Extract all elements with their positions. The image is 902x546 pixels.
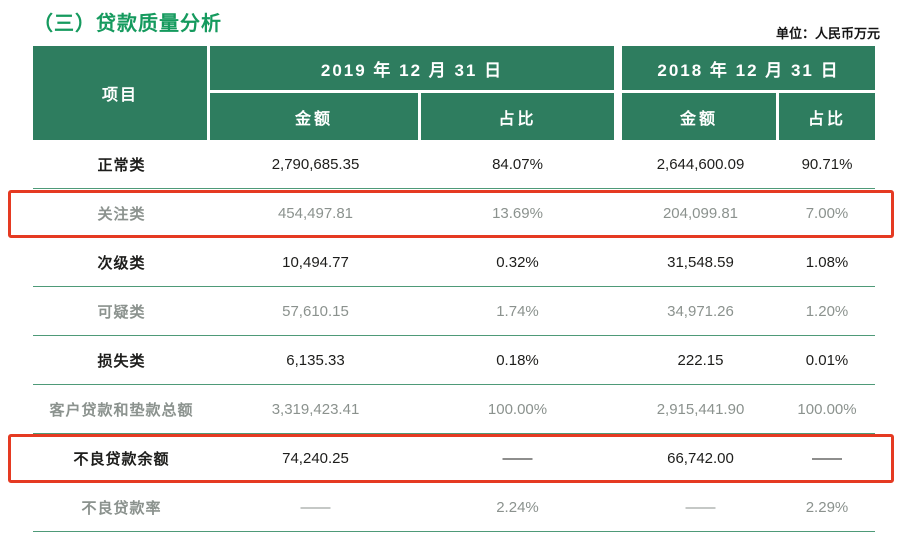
header-item-column: 项目	[33, 46, 210, 140]
ratio-2018-cell: 1.20%	[805, 302, 849, 320]
amount-2018-cell: 34,971.26	[667, 302, 734, 320]
column-gap	[614, 336, 622, 384]
ratio-2019-cell: 1.74%	[496, 302, 539, 320]
ratio-2018-cell: 0.01%	[805, 351, 849, 369]
amount-2019-cell: 2,790,685.35	[271, 155, 360, 173]
item-cell: 可疑类	[97, 303, 146, 321]
ratio-2018-cell: 1.08%	[805, 253, 849, 271]
header-ratio-2018: 占比	[779, 93, 875, 140]
ratio-2018-cell: 7.00%	[805, 204, 849, 222]
amount-2019-cell: 6,135.33	[286, 351, 345, 369]
ratio-2019-cell: 0.32%	[496, 253, 539, 271]
amount-2018-cell: 2,915,441.90	[656, 400, 745, 418]
ratio-2018-cell: 90.71%	[801, 155, 853, 173]
table-row: 损失类 6,135.33 0.18% 222.15 0.01%	[33, 336, 875, 385]
table-row: 关注类 454,497.81 13.69% 204,099.81 7.00%	[33, 189, 875, 238]
table-header: 项目 2019 年 12 月 31 日 金额 占比 2018 年 12 月 31…	[33, 46, 875, 140]
amount-2019-cell: 10,494.77	[282, 253, 349, 271]
column-gap	[614, 385, 622, 433]
amount-2019-cell: 3,319,423.41	[271, 400, 360, 418]
ratio-2018-cell: 100.00%	[797, 400, 857, 418]
header-group-2018: 2018 年 12 月 31 日 金额 占比	[622, 46, 875, 140]
column-gap	[614, 434, 622, 482]
amount-2018-cell: 31,548.59	[667, 253, 734, 271]
ratio-2019-cell: 13.69%	[492, 204, 543, 222]
unit-label: 单位：人民币万元	[775, 26, 880, 41]
amount-2018-cell: 66,742.00	[667, 449, 734, 467]
item-cell: 不良贷款余额	[73, 450, 170, 468]
column-gap	[614, 238, 622, 286]
header-group-2019: 2019 年 12 月 31 日 金额 占比	[210, 46, 614, 140]
amount-2018-cell: ——	[685, 498, 716, 516]
item-cell: 次级类	[97, 254, 146, 272]
table-row: 客户贷款和垫款总额 3,319,423.41 100.00% 2,915,441.90…	[33, 385, 875, 434]
header-date-2018: 2018 年 12 月 31 日	[622, 46, 875, 93]
header-amount-2018: 金额	[622, 93, 779, 140]
amount-2018-cell: 222.15	[677, 351, 724, 369]
ratio-2019-cell: 2.24%	[496, 498, 539, 516]
column-gap	[614, 483, 622, 531]
column-gap	[614, 140, 622, 188]
ratio-2019-cell: 100.00%	[487, 400, 548, 418]
section-title: （三）贷款质量分析	[33, 13, 222, 35]
amount-2019-cell: 57,610.15	[282, 302, 349, 320]
amount-2018-cell: 2,644,600.09	[656, 155, 745, 173]
ratio-2018-cell: ——	[812, 449, 842, 467]
table-row: 正常类 2,790,685.35 84.07% 2,644,600.09 90.71%	[33, 140, 875, 189]
item-cell: 不良贷款率	[81, 499, 162, 517]
ratio-2019-cell: 0.18%	[496, 351, 539, 369]
amount-2019-cell: 454,497.81	[277, 204, 354, 222]
loan-quality-table: 项目 2019 年 12 月 31 日 金额 占比 2018 年 12 月 31…	[8, 46, 894, 532]
item-cell: 损失类	[97, 352, 146, 370]
ratio-2018-cell: 2.29%	[805, 498, 849, 516]
table-row: 不良贷款率 —— 2.24% —— 2.29%	[33, 483, 875, 532]
ratio-2019-cell: 84.07%	[492, 155, 543, 173]
ratio-2019-cell: ——	[502, 449, 533, 467]
amount-2018-cell: 204,099.81	[662, 204, 739, 222]
column-gap	[614, 287, 622, 335]
item-cell: 关注类	[97, 205, 146, 223]
table-row: 不良贷款余额 74,240.25 —— 66,742.00 ——	[33, 434, 875, 483]
header-subrow-2018: 金额 占比	[622, 93, 875, 140]
table-row: 次级类 10,494.77 0.32% 31,548.59 1.08%	[33, 238, 875, 287]
page-header: （三）贷款质量分析 单位：人民币万元	[0, 0, 902, 46]
header-ratio-2019: 占比	[421, 93, 614, 140]
item-cell: 客户贷款和垫款总额	[49, 401, 194, 419]
header-date-2019: 2019 年 12 月 31 日	[210, 46, 614, 93]
amount-2019-cell: ——	[300, 498, 331, 516]
table-body: 正常类 2,790,685.35 84.07% 2,644,600.09 90.71% 关…	[33, 140, 875, 532]
amount-2019-cell: 74,240.25	[282, 449, 349, 467]
item-cell: 正常类	[97, 156, 146, 174]
column-gap	[614, 189, 622, 237]
table-row: 可疑类 57,610.15 1.74% 34,971.26 1.20%	[33, 287, 875, 336]
header-amount-2019: 金额	[210, 93, 421, 140]
header-subrow-2019: 金额 占比	[210, 93, 614, 140]
header-column-gap	[614, 46, 622, 140]
